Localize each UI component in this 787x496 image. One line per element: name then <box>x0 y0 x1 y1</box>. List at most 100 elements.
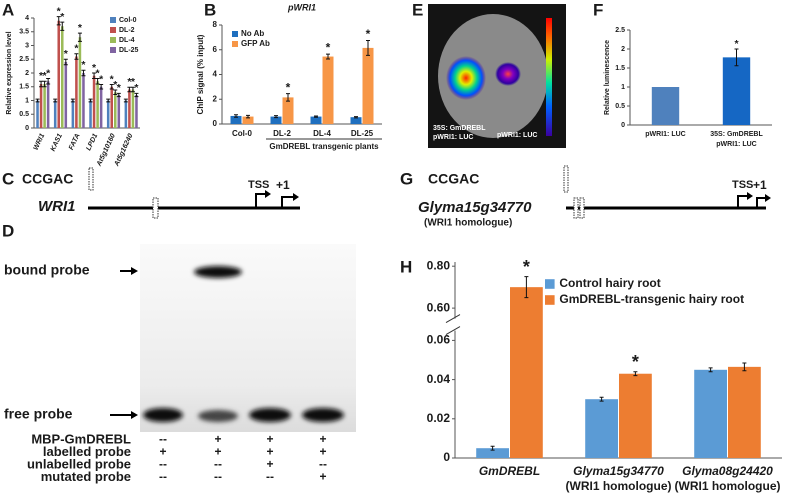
y-tick-label: 0.60 <box>427 300 451 314</box>
bar <box>350 117 362 124</box>
error-bar <box>46 78 51 85</box>
bar <box>92 75 96 128</box>
legend-label: GFP Ab <box>241 39 270 48</box>
y-tick-label: 3.5 <box>19 29 29 36</box>
x-tick-label: DL-25 <box>351 129 374 138</box>
legend-swatch <box>545 295 555 305</box>
bar <box>78 37 82 128</box>
lane-sign: -- <box>159 470 167 484</box>
lane-sign: + <box>319 432 326 446</box>
y-tick-label: 1 <box>25 97 29 104</box>
x-tick-label: DL-2 <box>273 129 291 138</box>
panel-label: A <box>2 0 14 19</box>
bar <box>46 81 50 128</box>
start-label: +1 <box>276 178 290 192</box>
significance-mark: * <box>286 80 291 94</box>
lane-sign: + <box>319 470 326 484</box>
bar <box>36 100 39 128</box>
promoter-diagram: CCGAC Glyma15g34770 (WRI1 homologue) TSS… <box>418 165 771 229</box>
bar <box>64 62 68 128</box>
bar <box>135 95 138 128</box>
significance-mark: * <box>96 67 101 79</box>
bar <box>99 86 103 128</box>
promoter-diagram: CCGAC WRI1 TSS +1 <box>22 167 300 219</box>
panel-label: B <box>204 0 216 19</box>
tss-label: TSS <box>248 179 269 191</box>
bar <box>131 89 135 128</box>
error-bar <box>113 89 118 95</box>
lane-sign: + <box>159 445 166 459</box>
x-tick-label: (WRI1 homologue) <box>566 479 672 493</box>
significance-mark: * <box>127 76 132 88</box>
bar <box>694 369 727 458</box>
error-bar <box>314 115 318 118</box>
error-bar <box>53 98 58 103</box>
bar <box>89 100 92 128</box>
x-tick-label: pWRI1: LUC <box>716 141 756 148</box>
bar <box>242 116 254 124</box>
x-tick-label: FATA <box>68 133 82 152</box>
legend-label: GmDREBL-transgenic hairy root <box>559 292 744 306</box>
x-tick-label: pWRI1: LUC <box>645 131 685 138</box>
error-bar <box>274 115 278 119</box>
panel-label: E <box>412 0 423 19</box>
legend-swatch <box>232 31 238 37</box>
error-bar <box>39 80 44 88</box>
significance-mark: * <box>81 59 86 71</box>
lane-sign: + <box>214 445 221 459</box>
y-tick-label: 0.04 <box>427 372 451 386</box>
row-label: unlabelled probe <box>27 456 131 471</box>
y-axis-title: Relative expression level <box>6 31 13 114</box>
error-bar <box>286 93 290 102</box>
y-tick-label: 0 <box>25 125 29 132</box>
y-tick-label: 4 <box>213 70 218 79</box>
significance-mark: * <box>43 70 48 82</box>
lane-sign: + <box>266 445 273 459</box>
lane-sign: + <box>266 432 273 446</box>
lane-sign: -- <box>159 432 167 446</box>
error-bar <box>599 396 604 402</box>
bar <box>124 100 128 128</box>
panel-label: F <box>593 0 603 19</box>
panel-label: C <box>2 169 14 188</box>
bar <box>728 366 761 458</box>
error-bar <box>123 98 128 103</box>
x-tick-label: Glyma15g34770 <box>573 464 664 478</box>
error-bar <box>81 69 86 77</box>
bar <box>114 92 117 128</box>
lane-sign: -- <box>214 470 222 484</box>
error-bar <box>234 114 238 118</box>
legend-label: No Ab <box>241 29 264 38</box>
significance-mark: * <box>60 11 65 23</box>
emsa-gel: bound probe free probe <box>4 244 356 432</box>
bar <box>270 116 282 124</box>
lane-sign: -- <box>266 470 274 484</box>
error-bar <box>633 371 638 377</box>
significance-mark: * <box>57 6 62 18</box>
error-bar <box>366 39 370 56</box>
legend-swatch <box>110 27 116 33</box>
bar <box>362 47 374 124</box>
row-label: MBP-GmDREBL <box>31 431 131 446</box>
error-bar <box>130 86 135 93</box>
error-bar <box>134 92 139 98</box>
bar <box>128 89 131 128</box>
legend-label: DL-2 <box>119 27 135 34</box>
error-bar <box>524 276 529 299</box>
x-tick-label: 35S: GmDREBL <box>710 131 763 138</box>
y-tick-label: 8 <box>213 20 218 29</box>
significance-mark: * <box>78 22 83 34</box>
significance-mark: * <box>99 73 104 85</box>
x-tick-label: Col-0 <box>232 129 253 138</box>
axis-break <box>445 314 461 336</box>
y-tick-label: 3 <box>25 42 29 49</box>
error-bar <box>490 445 495 451</box>
error-bar <box>116 92 121 98</box>
band-label: bound probe <box>4 262 90 278</box>
y-tick-label: 4 <box>25 15 29 22</box>
row-label: mutated probe <box>41 469 131 484</box>
luminescence-image: 35S: GmDREBL pWRI1: LUC pWRI1: LUC <box>428 4 566 148</box>
x-tick-label: KAS1 <box>50 133 64 153</box>
bar <box>585 399 618 458</box>
error-bar <box>708 367 713 373</box>
